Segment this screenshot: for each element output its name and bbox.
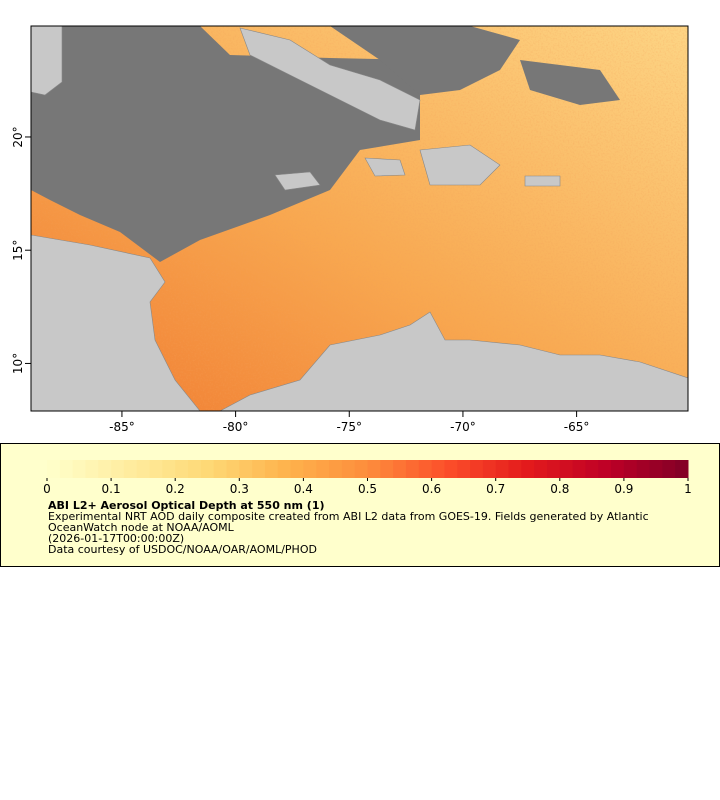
y-tick-label: 15° bbox=[11, 240, 25, 261]
colorbar-tick-label: 0.7 bbox=[486, 482, 505, 496]
colorbar-swatch bbox=[598, 460, 612, 478]
colorbar-tick-label: 0 bbox=[43, 482, 51, 496]
colorbar-swatch bbox=[546, 460, 561, 478]
colorbar-swatch bbox=[444, 460, 458, 478]
colorbar-swatch bbox=[662, 460, 676, 478]
colorbar-swatch bbox=[675, 460, 689, 478]
x-tick-label: -70° bbox=[450, 420, 476, 434]
x-tick-label: -75° bbox=[336, 420, 362, 434]
colorbar-tick-label: 1 bbox=[684, 482, 692, 496]
legend-title: ABI L2+ Aerosol Optical Depth at 550 nm … bbox=[48, 499, 325, 512]
colorbar-swatch bbox=[175, 460, 189, 478]
colorbar-swatch bbox=[559, 460, 574, 478]
legend-text: ABI L2+ Aerosol Optical Depth at 550 nm … bbox=[48, 500, 688, 555]
colorbar-swatch bbox=[239, 460, 253, 478]
colorbar-swatch bbox=[149, 460, 163, 478]
colorbar-swatch bbox=[264, 460, 279, 478]
colorbar-swatch bbox=[200, 460, 215, 478]
land bbox=[31, 26, 688, 411]
colorbar-swatch bbox=[367, 460, 381, 478]
colorbar-swatch bbox=[111, 460, 125, 478]
colorbar-swatch bbox=[534, 460, 548, 478]
legend-time: (2026-01-17T00:00:00Z) bbox=[48, 532, 185, 545]
colorbar-swatch bbox=[252, 460, 266, 478]
colorbar-tick-label: 0.2 bbox=[166, 482, 185, 496]
colorbar-swatch bbox=[623, 460, 638, 478]
colorbar-tick-label: 0.1 bbox=[102, 482, 121, 496]
colorbar-tick-label: 0.4 bbox=[294, 482, 313, 496]
colorbar-swatch bbox=[47, 460, 61, 478]
map-frame bbox=[30, 25, 689, 412]
colorbar-swatch bbox=[162, 460, 176, 478]
x-tick-label: -80° bbox=[223, 420, 249, 434]
colorbar-swatch bbox=[585, 460, 599, 478]
colorbar-swatch bbox=[418, 460, 433, 478]
colorbar-swatch bbox=[136, 460, 151, 478]
colorbar-swatch bbox=[290, 460, 304, 478]
colorbar-swatch bbox=[226, 460, 240, 478]
colorbar: 0 0.1 0.2 0.3 0.4 0.5 0.6 0.7 0.8 0.9 1 bbox=[43, 460, 692, 496]
colorbar-swatch bbox=[341, 460, 356, 478]
colorbar-tick-label: 0.8 bbox=[550, 482, 569, 496]
colorbar-swatch bbox=[572, 460, 586, 478]
colorbar-swatch bbox=[521, 460, 535, 478]
colorbar-swatch bbox=[59, 460, 74, 478]
colorbar-swatch bbox=[72, 460, 86, 478]
colorbar-swatch bbox=[636, 460, 651, 478]
colorbar-swatch bbox=[329, 460, 343, 478]
colorbar-swatch bbox=[649, 460, 663, 478]
colorbar-swatch bbox=[85, 460, 99, 478]
colorbar-swatch bbox=[457, 460, 471, 478]
y-tick-label: 10° bbox=[11, 353, 25, 374]
colorbar-swatch bbox=[277, 460, 292, 478]
colorbar-swatch bbox=[611, 460, 625, 478]
colorbar-swatch bbox=[123, 460, 138, 478]
x-tick-label: -85° bbox=[109, 420, 135, 434]
colorbar-swatch bbox=[431, 460, 445, 478]
map bbox=[31, 26, 688, 411]
colorbar-swatch bbox=[393, 460, 407, 478]
colorbar-swatch bbox=[495, 460, 510, 478]
colorbar-swatch bbox=[470, 460, 484, 478]
colorbar-swatch bbox=[188, 460, 202, 478]
colorbar-swatch bbox=[354, 460, 368, 478]
colorbar-swatch bbox=[303, 460, 317, 478]
colorbar-swatch bbox=[316, 460, 330, 478]
colorbar-tick-label: 0.3 bbox=[230, 482, 249, 496]
colorbar-tick-label: 0.5 bbox=[358, 482, 377, 496]
colorbar-swatch bbox=[98, 460, 112, 478]
x-tick-label: -65° bbox=[564, 420, 590, 434]
colorbar-swatch bbox=[482, 460, 497, 478]
legend-description: Experimental NRT AOD daily composite cre… bbox=[48, 510, 649, 534]
colorbar-tick-label: 0.6 bbox=[422, 482, 441, 496]
colorbar-tick-label: 0.9 bbox=[614, 482, 633, 496]
y-tick-label: 20° bbox=[11, 126, 25, 147]
colorbar-swatch bbox=[380, 460, 394, 478]
colorbar-swatch bbox=[405, 460, 420, 478]
legend-credit: Data courtesy of USDOC/NOAA/OAR/AOML/PHO… bbox=[48, 543, 317, 556]
colorbar-swatch bbox=[213, 460, 227, 478]
colorbar-swatch bbox=[508, 460, 522, 478]
